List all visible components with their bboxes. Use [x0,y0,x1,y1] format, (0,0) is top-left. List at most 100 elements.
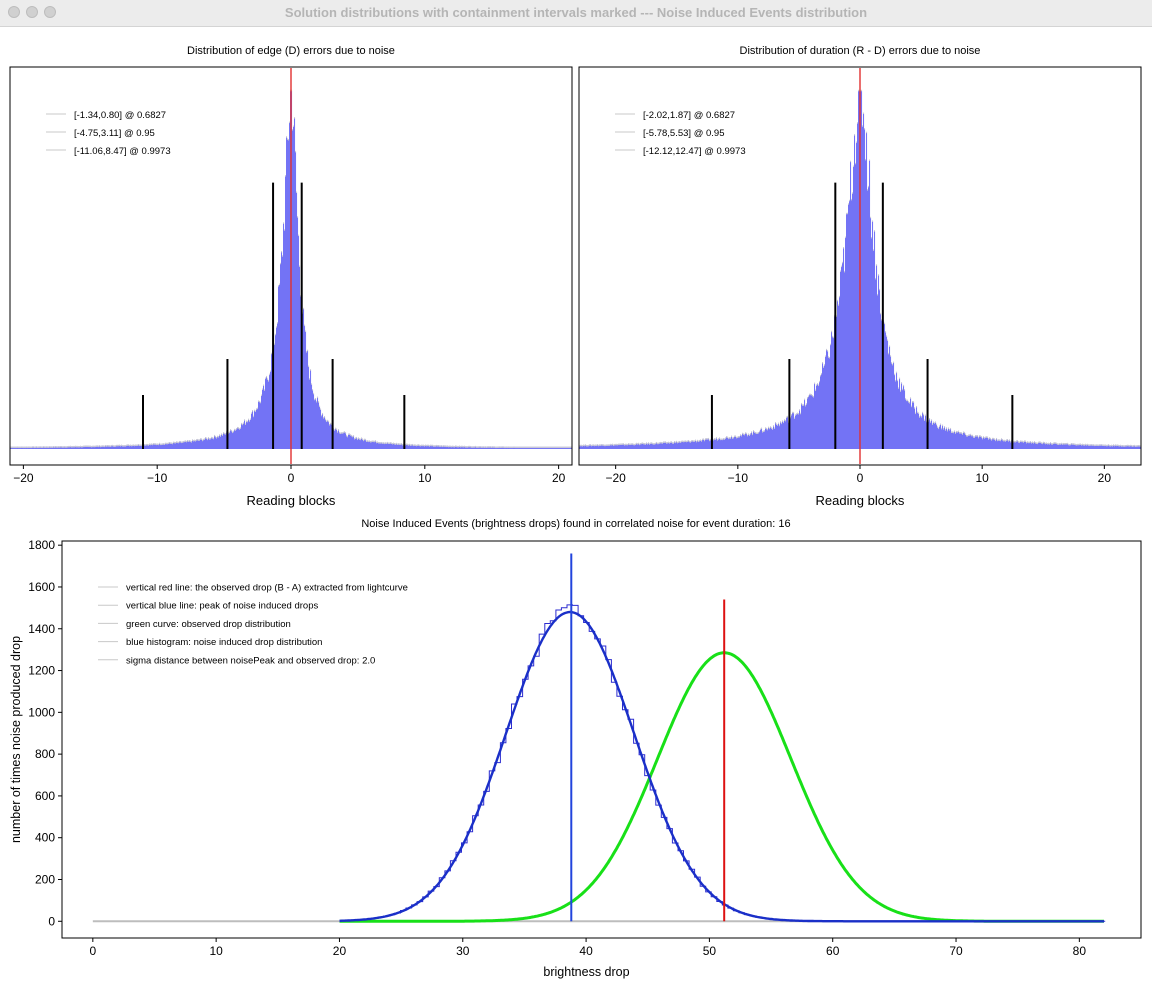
histogram-bar-edge [14,446,16,449]
histogram-bar [353,436,355,449]
histogram-bar-edge [988,438,990,440]
histogram-bar-edge [829,356,831,359]
histogram-bar [864,129,866,449]
histogram-bar [633,444,635,449]
histogram-bar-edge [152,443,154,446]
histogram-bar-edge [964,431,966,434]
histogram-bar-edge [737,436,739,439]
x-tick-label: −10 [147,471,168,485]
minimize-window-button[interactable] [26,6,38,18]
histogram-bar-edge [1103,444,1105,447]
histogram-bar-edge [145,444,147,446]
histogram-bar [280,263,282,449]
histogram-bar-edge [984,437,986,439]
histogram-bar [673,443,675,449]
histogram-bar [739,436,741,449]
histogram-bar [1100,445,1102,449]
histogram-bar-edge [421,444,423,447]
histogram-bar [951,432,953,449]
histogram-bar [706,439,708,449]
histogram-bar [377,442,379,449]
y-tick-label: 800 [35,747,55,761]
histogram-bar-edge [245,423,247,425]
histogram-bar [178,442,180,449]
edge-chart-title: Distribution of edge (D) errors due to n… [187,45,395,57]
histogram-bar [679,441,681,449]
zoom-window-button[interactable] [44,6,56,18]
histogram-bar-edge [1046,442,1048,444]
histogram-bar-edge [415,444,417,447]
histogram-bar [149,444,151,449]
close-window-button[interactable] [8,6,20,18]
histogram-bar [1060,444,1062,449]
histogram-bar-edge [95,445,97,448]
histogram-bar-edge [543,446,545,449]
histogram-bar [1020,441,1022,449]
histogram-bar [707,439,709,449]
histogram-bar [586,445,588,449]
histogram-bar-edge [90,445,92,448]
histogram-bar [1038,442,1040,449]
histogram-bar [1008,441,1010,449]
histogram-bar [202,440,204,449]
histogram-bar-edge [341,432,343,434]
histogram-bar-edge [561,446,563,449]
histogram-bar-edge [629,443,631,446]
histogram-bar-edge [348,433,350,435]
histogram-bar-edge [550,446,552,449]
histogram-bar [92,446,94,449]
histogram-bar [151,444,153,449]
histogram-bar [138,444,140,449]
histogram-bar-edge [583,444,585,446]
x-axis-label: Reading blocks [816,493,905,508]
histogram-bar [975,436,977,449]
histogram-bar-edge [321,414,323,417]
histogram-bar-edge [199,439,201,441]
histogram-bar-edge [758,431,760,434]
histogram-bar [1061,443,1063,449]
histogram-bar [783,422,785,449]
histogram-bar [744,434,746,449]
histogram-bar [775,422,777,449]
histogram-bar-edge [1077,443,1079,446]
histogram-bar [87,446,89,449]
histogram-bar-edge [303,307,305,310]
histogram-bar [831,331,833,449]
histogram-bar-edge [803,404,805,406]
histogram-bar-edge [938,427,940,430]
histogram-bar [777,425,779,449]
histogram-bar-edge [197,438,199,441]
histogram-bar-edge [494,446,496,448]
histogram-bar-edge [113,445,115,447]
histogram-bar [120,446,122,449]
histogram-bar [275,334,277,449]
histogram-bar [420,445,422,449]
histogram-bar [856,142,858,449]
histogram-bar-edge [127,444,129,446]
histogram-bar [395,444,397,449]
histogram-bar-edge [946,427,948,429]
histogram-bar-edge [897,379,899,382]
histogram-bar-edge [823,366,825,368]
histogram-bar-edge [278,285,280,287]
histogram-bar [73,446,75,449]
histogram-bar-edge [580,444,582,447]
histogram-bar [982,438,984,449]
histogram-bar-edge [1087,443,1089,446]
histogram-bar [768,427,770,449]
histogram-bar [200,439,202,449]
histogram-bar-edge [357,438,359,441]
histogram-bar-edge [420,444,422,447]
histogram-bar-edge [974,436,976,438]
histogram-bar-edge [375,440,377,442]
histogram-bar-edge [1139,445,1141,447]
histogram-bar [458,446,460,449]
histogram-bar-edge [248,418,250,421]
histogram-bar [152,444,154,449]
histogram-bar [490,447,492,449]
histogram-bar [17,447,19,449]
histogram-bar [726,437,728,449]
histogram-bar [1090,445,1092,449]
histogram-bar-edge [819,380,821,383]
histogram-bar [857,123,859,450]
